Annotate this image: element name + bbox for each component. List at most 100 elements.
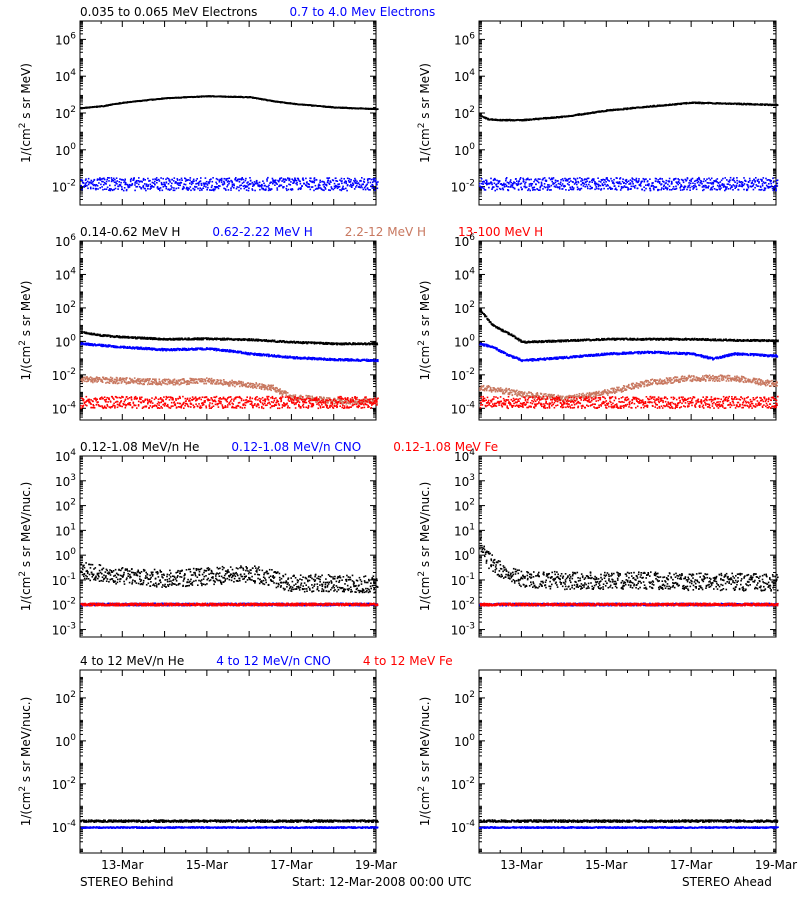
data-point	[574, 179, 577, 181]
data-point	[107, 104, 110, 106]
data-point	[266, 99, 269, 102]
legend-entry: 13-100 MeV H	[458, 225, 543, 239]
data-point	[509, 180, 511, 183]
data-point	[747, 181, 750, 183]
data-point	[313, 343, 316, 345]
data-point	[265, 339, 268, 341]
data-point	[117, 346, 120, 349]
data-point	[625, 182, 627, 185]
data-point	[212, 177, 214, 179]
data-point	[594, 184, 597, 186]
data-point	[245, 185, 248, 187]
data-point	[246, 185, 249, 188]
data-point	[761, 103, 764, 105]
data-point	[145, 183, 148, 185]
data-point	[222, 348, 224, 351]
data-point	[175, 181, 177, 184]
data-point	[204, 183, 206, 186]
data-point	[775, 179, 778, 182]
data-point	[375, 181, 378, 184]
data-point	[505, 179, 507, 182]
data-point	[764, 187, 767, 190]
data-point	[302, 179, 305, 181]
data-point	[83, 186, 85, 188]
data-point	[248, 187, 250, 190]
data-point	[202, 187, 205, 189]
data-point	[279, 184, 282, 187]
data-point	[661, 104, 664, 107]
data-point	[751, 103, 753, 106]
data-point	[162, 186, 165, 188]
data-point	[344, 180, 346, 183]
data-point	[712, 183, 714, 185]
data-point	[343, 178, 345, 180]
data-point	[497, 182, 499, 184]
data-point	[285, 341, 287, 343]
data-point	[112, 335, 115, 338]
data-point	[499, 183, 502, 185]
data-point	[491, 188, 493, 190]
data-point	[616, 189, 618, 191]
data-point	[102, 105, 105, 108]
data-point	[123, 102, 126, 104]
data-point	[372, 184, 374, 187]
data-point	[238, 178, 241, 181]
data-point	[345, 182, 348, 185]
data-point	[655, 180, 657, 183]
legend-entry: 0.14-0.62 MeV H	[80, 225, 180, 239]
data-point	[670, 103, 672, 106]
data-point	[634, 184, 637, 187]
data-point	[588, 183, 590, 186]
data-point	[114, 187, 117, 190]
data-point	[720, 102, 722, 105]
data-point	[503, 182, 505, 185]
data-point	[569, 188, 572, 190]
data-point	[172, 349, 174, 351]
data-point	[681, 189, 684, 191]
data-point	[678, 182, 681, 184]
data-point	[187, 96, 189, 98]
data-point	[260, 186, 263, 188]
data-point	[278, 185, 281, 187]
data-point	[348, 181, 351, 183]
data-point	[144, 179, 146, 181]
data-point	[665, 182, 667, 184]
data-point	[528, 183, 531, 185]
data-point	[509, 179, 512, 181]
data-point	[252, 185, 254, 187]
data-point	[179, 179, 181, 181]
data-point	[140, 337, 143, 339]
data-point	[712, 181, 715, 184]
data-point	[525, 118, 527, 121]
data-point	[638, 178, 640, 180]
data-point	[219, 338, 221, 340]
data-point	[524, 186, 527, 189]
data-point	[607, 179, 609, 182]
data-point	[185, 187, 188, 190]
data-point	[757, 185, 759, 187]
data-point	[257, 97, 259, 99]
data-point	[103, 334, 105, 336]
data-point	[137, 183, 140, 186]
y-tick-label: 104	[55, 266, 76, 282]
data-point	[512, 182, 515, 185]
data-point	[705, 186, 707, 189]
data-point	[681, 185, 683, 188]
data-point	[530, 182, 532, 185]
data-point	[303, 341, 306, 344]
data-point	[257, 340, 259, 342]
data-point	[546, 189, 549, 191]
data-point	[560, 116, 562, 118]
data-point	[89, 186, 92, 189]
data-point	[345, 187, 347, 190]
data-point	[339, 179, 341, 181]
data-point	[215, 181, 217, 184]
data-point	[181, 179, 183, 181]
data-point	[235, 338, 238, 341]
data-point	[346, 189, 348, 192]
data-point	[373, 343, 376, 345]
data-point	[496, 179, 498, 182]
data-point	[576, 183, 578, 186]
data-point	[138, 336, 140, 339]
